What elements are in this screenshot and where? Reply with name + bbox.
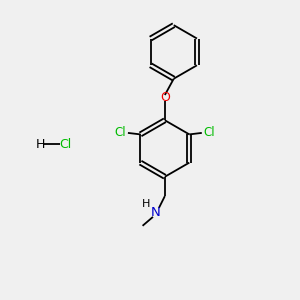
Text: Cl: Cl bbox=[59, 138, 71, 151]
Text: Cl: Cl bbox=[114, 126, 126, 140]
Text: O: O bbox=[160, 92, 170, 104]
Text: Cl: Cl bbox=[204, 126, 215, 140]
Text: N: N bbox=[151, 206, 161, 219]
Text: H: H bbox=[35, 138, 45, 151]
Text: H: H bbox=[142, 199, 151, 209]
